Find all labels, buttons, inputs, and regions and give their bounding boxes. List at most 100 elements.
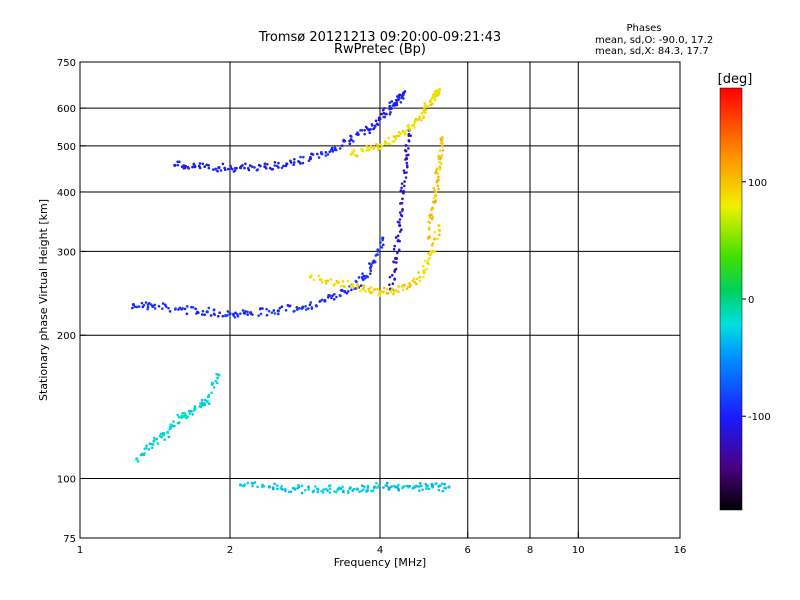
data-point [223, 168, 227, 172]
data-point [415, 282, 418, 286]
data-point [437, 187, 440, 191]
data-point [185, 305, 189, 308]
data-point [276, 487, 279, 491]
data-point [369, 128, 372, 131]
data-point [402, 184, 406, 188]
data-point [437, 89, 441, 94]
data-point [390, 273, 394, 277]
data-point [250, 165, 254, 168]
y-tick-label: 200 [57, 331, 76, 342]
data-point [381, 243, 385, 247]
data-point [176, 413, 179, 417]
data-point [186, 165, 190, 169]
data-point [385, 112, 388, 116]
data-point [289, 161, 293, 164]
data-point [415, 277, 419, 281]
x-tick-label: 6 [465, 545, 471, 556]
data-point [343, 139, 346, 143]
data-point [402, 169, 406, 172]
data-point [365, 145, 368, 148]
data-point [396, 220, 400, 224]
data-point [433, 189, 436, 193]
data-point [161, 307, 164, 310]
data-point [186, 415, 190, 419]
data-point [176, 163, 180, 167]
data-point [148, 442, 152, 445]
data-point [369, 145, 373, 148]
data-point [435, 94, 438, 97]
data-point [147, 448, 151, 451]
data-point [151, 442, 155, 446]
data-point [428, 253, 432, 257]
data-point [311, 153, 315, 156]
data-point [349, 285, 353, 289]
data-point [167, 435, 171, 439]
data-point [440, 144, 444, 148]
data-point [434, 482, 438, 485]
data-point [407, 139, 411, 142]
data-point [201, 401, 204, 405]
data-point [203, 165, 206, 169]
data-point [388, 486, 391, 490]
data-point [251, 482, 255, 485]
data-point [264, 167, 268, 170]
data-point [228, 312, 232, 316]
data-point [324, 487, 328, 491]
data-point [439, 156, 442, 159]
data-point [226, 167, 230, 171]
data-point [289, 490, 293, 494]
data-point [226, 314, 229, 317]
data-point [339, 284, 343, 288]
data-point [341, 280, 345, 283]
data-point [425, 105, 428, 108]
data-point [352, 140, 355, 143]
colorbar-tick-label: -100 [748, 412, 771, 423]
data-point [347, 491, 350, 495]
data-point [356, 133, 360, 136]
data-point [423, 102, 427, 105]
data-point [405, 171, 408, 174]
data-point [173, 163, 177, 167]
data-point [395, 98, 399, 102]
data-point [265, 313, 269, 317]
data-point [407, 127, 411, 130]
data-point [405, 164, 409, 168]
data-point [184, 164, 187, 168]
data-point [200, 313, 204, 316]
data-point [441, 148, 445, 152]
data-point [192, 408, 196, 412]
data-point [145, 444, 148, 447]
data-point [150, 446, 154, 450]
data-point [212, 386, 216, 389]
data-point [341, 485, 344, 489]
data-point [193, 164, 196, 167]
data-point [379, 289, 383, 293]
data-point [333, 146, 337, 149]
data-point [315, 152, 319, 156]
data-point [428, 221, 432, 225]
data-point [397, 488, 401, 492]
data-point [326, 153, 330, 156]
data-point [405, 287, 409, 291]
data-point [244, 309, 247, 313]
data-point [302, 155, 305, 159]
data-point [428, 99, 432, 102]
data-point [221, 314, 225, 318]
data-point [438, 149, 442, 152]
data-point [299, 162, 302, 165]
data-point [144, 301, 148, 304]
data-point [361, 277, 365, 282]
data-point [215, 381, 219, 385]
data-point [403, 180, 406, 183]
data-point [374, 119, 378, 123]
data-point [277, 312, 280, 316]
data-point [413, 126, 416, 129]
data-point [224, 313, 227, 317]
colorbar-tick-label: 0 [748, 295, 754, 306]
x-tick-label: 16 [674, 545, 687, 556]
data-point [164, 305, 168, 308]
data-point [362, 285, 366, 289]
data-point [292, 310, 296, 313]
data-point [280, 166, 284, 170]
data-point [181, 411, 184, 415]
